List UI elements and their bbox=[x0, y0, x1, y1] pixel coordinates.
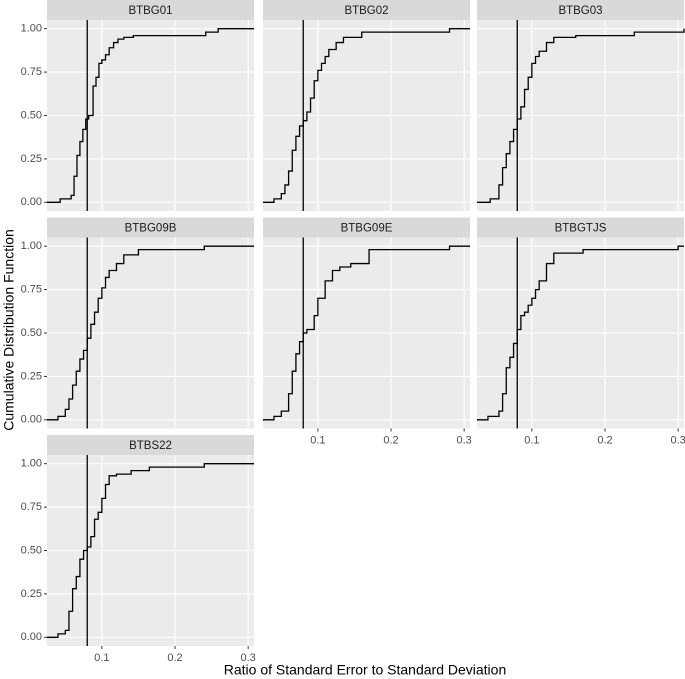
y-tick-label: 0.50 bbox=[21, 327, 42, 339]
ecdf-line bbox=[263, 28, 470, 203]
y-tick-label: 0.00 bbox=[21, 414, 42, 426]
y-tick-label: 0.25 bbox=[21, 370, 42, 382]
y-tick-label: 0.00 bbox=[21, 631, 42, 643]
y-tick-label: 0.00 bbox=[21, 196, 42, 208]
y-tick-label: 0.75 bbox=[21, 501, 42, 513]
ecdf-line bbox=[47, 245, 254, 421]
x-tick-label: 0.2 bbox=[597, 434, 612, 446]
ecdf-line bbox=[47, 463, 254, 638]
strip bbox=[47, 435, 254, 455]
strip bbox=[477, 0, 684, 20]
ecdf-line bbox=[477, 28, 685, 203]
panel-title: BTBS22 bbox=[129, 440, 172, 452]
strip bbox=[263, 217, 470, 238]
y-tick-label: 1.00 bbox=[21, 240, 42, 252]
panel-title: BTBG09B bbox=[125, 223, 177, 235]
y-tick-label: 1.00 bbox=[21, 458, 42, 470]
x-tick-label: 0.2 bbox=[383, 434, 398, 446]
y-tick-label: 0.25 bbox=[21, 153, 42, 165]
strip bbox=[477, 217, 684, 238]
panel-title: BTBG02 bbox=[344, 5, 388, 17]
strip bbox=[263, 0, 470, 20]
x-axis-title: Ratio of Standard Error to Standard Devi… bbox=[224, 662, 507, 678]
ecdf-line bbox=[477, 245, 684, 421]
y-tick-label: 0.75 bbox=[21, 283, 42, 295]
y-tick-label: 0.75 bbox=[21, 66, 42, 78]
y-tick-label: 0.50 bbox=[21, 544, 42, 556]
y-axis-title: Cumulative Distribution Function bbox=[1, 229, 17, 431]
panel-title: BTBG09E bbox=[341, 223, 393, 235]
y-tick-label: 1.00 bbox=[21, 23, 42, 35]
strip bbox=[47, 0, 254, 20]
x-tick-label: 0.1 bbox=[94, 652, 109, 664]
panel-title: BTBGTJS bbox=[555, 223, 607, 235]
x-tick-label: 0.1 bbox=[524, 434, 539, 446]
x-tick-label: 0.3 bbox=[240, 652, 255, 664]
ecdf-line bbox=[47, 28, 254, 203]
strip bbox=[47, 217, 254, 238]
x-tick-label: 0.3 bbox=[456, 434, 471, 446]
y-tick-label: 0.50 bbox=[21, 109, 42, 121]
ecdf-line bbox=[263, 245, 470, 421]
x-tick-label: 0.3 bbox=[671, 434, 685, 446]
y-tick-label: 0.25 bbox=[21, 588, 42, 600]
x-tick-label: 0.1 bbox=[310, 434, 325, 446]
panel-title: BTBG03 bbox=[558, 5, 602, 17]
x-tick-label: 0.2 bbox=[167, 652, 182, 664]
panel-title: BTBG01 bbox=[128, 5, 172, 17]
